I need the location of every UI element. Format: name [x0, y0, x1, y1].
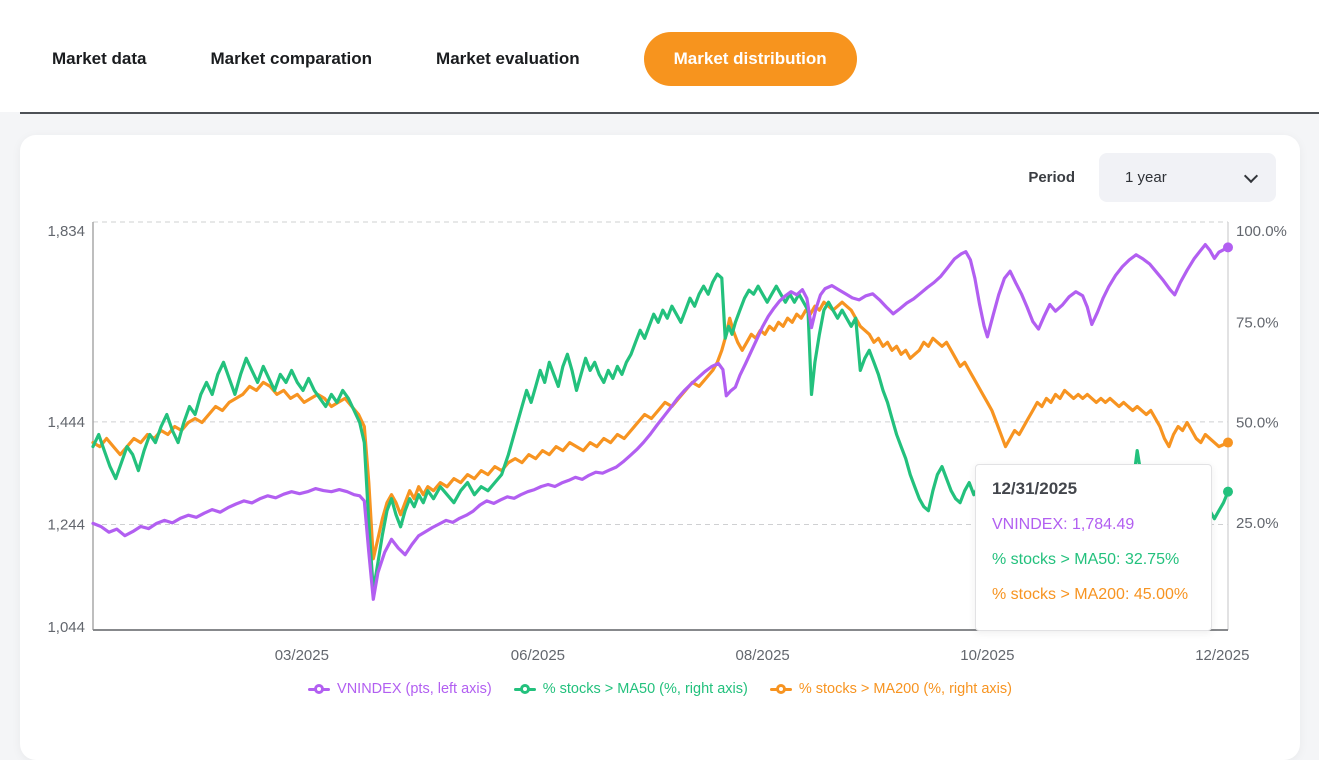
y-axis-tick-left: 1,244 [47, 516, 85, 533]
series-end-dot-ma50 [1223, 486, 1233, 497]
x-axis-tick: 12/2025 [1195, 647, 1249, 664]
legend-label: % stocks > MA200 (%, right axis) [798, 681, 1012, 697]
chart-card: Period 1 year 1,834 1,444 1,244 1,044 100.0%… [20, 135, 1300, 760]
x-axis-tick: 10/2025 [960, 647, 1014, 664]
distribution-chart[interactable]: 1,834 1,444 1,244 1,044 100.0% 75.0% 50.0% 25.0… [20, 135, 1300, 760]
y-axis-tick-left: 1,044 [47, 619, 85, 636]
series-end-dot-ma200 [1223, 437, 1233, 448]
tab-market-comparation[interactable]: Market comparation [210, 49, 373, 68]
top-bar: Market data Market comparation Market ev… [0, 0, 1319, 112]
y-axis-tick-left: 1,444 [47, 414, 85, 431]
x-axis-tick: 08/2025 [736, 647, 790, 664]
legend-label: % stocks > MA50 (%, right axis) [542, 681, 748, 697]
y-axis-tick-right: 25.0% [1236, 515, 1279, 532]
series-end-dot-vnindex [1223, 242, 1233, 253]
period-label: Period [1028, 169, 1075, 186]
chart-tooltip: 12/31/2025 VNINDEX: 1,784.49 % stocks > … [975, 464, 1212, 631]
chart-legend: VNINDEX (pts, left axis) % stocks > MA50… [20, 681, 1300, 697]
tooltip-row-ma50: % stocks > MA50: 32.75% [992, 551, 1180, 568]
x-axis-tick: 03/2025 [275, 647, 329, 664]
tab-market-distribution[interactable]: Market distribution [643, 32, 857, 86]
legend-marker-icon [513, 684, 536, 695]
tooltip-row-ma200: % stocks > MA200: 45.00% [992, 586, 1189, 603]
series-line-vnindex [91, 242, 1230, 601]
market-tabs: Market data Market comparation Market ev… [52, 30, 857, 88]
y-axis-tick-right: 100.0% [1236, 223, 1287, 240]
tab-market-data[interactable]: Market data [52, 49, 147, 68]
y-axis-tick-left: 1,834 [47, 223, 85, 240]
legend-marker-icon [769, 684, 792, 695]
header-divider [20, 112, 1319, 114]
period-dropdown[interactable]: 1 year [1099, 153, 1276, 202]
legend-item-ma50[interactable]: % stocks > MA50 (%, right axis) [513, 681, 748, 697]
legend-item-ma200[interactable]: % stocks > MA200 (%, right axis) [769, 681, 1012, 697]
y-axis-tick-right: 50.0% [1236, 415, 1279, 432]
legend-marker-icon [308, 684, 331, 695]
series-line-ma200 [91, 300, 1230, 561]
x-axis-tick: 06/2025 [511, 647, 565, 664]
period-dropdown-value: 1 year [1125, 169, 1167, 186]
tab-market-evaluation[interactable]: Market evaluation [436, 49, 580, 68]
period-row: Period 1 year [1028, 153, 1276, 202]
tooltip-date: 12/31/2025 [992, 479, 1078, 498]
legend-item-vnindex[interactable]: VNINDEX (pts, left axis) [308, 681, 492, 697]
tooltip-row-vnindex: VNINDEX: 1,784.49 [992, 516, 1135, 533]
y-axis-tick-right: 75.0% [1236, 314, 1279, 331]
legend-label: VNINDEX (pts, left axis) [337, 681, 492, 697]
